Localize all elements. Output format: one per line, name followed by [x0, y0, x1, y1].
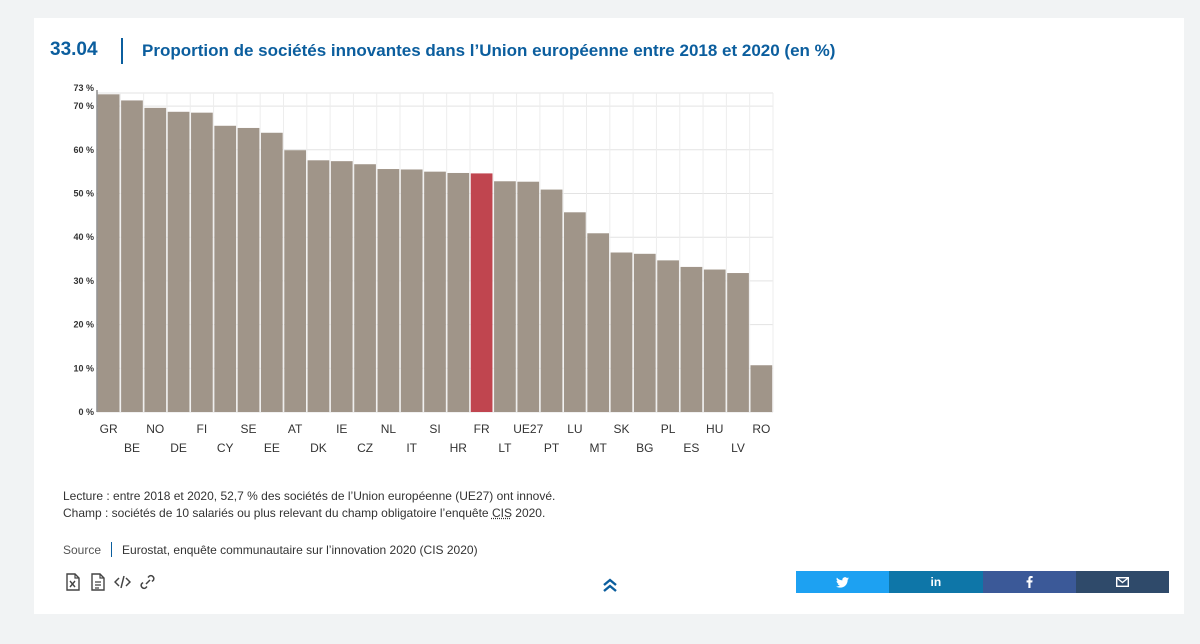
source-label: Source — [63, 542, 102, 557]
x-tick-label: BG — [636, 441, 653, 455]
bar-it — [400, 169, 423, 412]
x-tick-label: SK — [613, 422, 629, 436]
bar-cy — [214, 125, 237, 412]
x-tick-label: EE — [264, 441, 280, 455]
double-chevron-up-icon — [603, 578, 617, 592]
bar-gr — [97, 94, 120, 412]
x-tick-label: AT — [288, 422, 303, 436]
bar-ue27 — [517, 181, 540, 412]
x-tick-label: DE — [170, 441, 187, 455]
x-tick-label: SI — [429, 422, 440, 436]
bar-fi — [191, 112, 213, 413]
share-facebook-button[interactable] — [982, 571, 1076, 593]
link-icon[interactable] — [139, 573, 156, 591]
bar-no — [144, 107, 167, 412]
bar-cz — [354, 164, 376, 412]
linkedin-icon: in — [930, 575, 942, 589]
bar-be — [121, 100, 143, 412]
x-tick-label: PL — [661, 422, 676, 436]
x-tick-label: HU — [706, 422, 723, 436]
lecture-note: Lecture : entre 2018 et 2020, 52,7 % des… — [63, 489, 556, 503]
y-tick-label: 70 % — [73, 101, 94, 111]
bar-chart: 0 % 10 % 20 % 30 % 40 % 50 % 60 % 70 % 73 % GR BE N… — [73, 83, 774, 455]
x-tick-label: SE — [241, 422, 257, 436]
champ-note: Champ : sociétés de 10 salariés ou plus … — [63, 505, 555, 522]
y-tick-label: 20 % — [73, 320, 94, 330]
bar-ee — [260, 132, 283, 412]
x-tick-label: PT — [544, 441, 560, 455]
bar-lv — [727, 273, 749, 412]
x-tick-label: RO — [752, 422, 770, 436]
source-row: Source Eurostat, enquête communautaire s… — [63, 542, 478, 557]
x-tick-label: IT — [406, 441, 417, 455]
share-twitter-button[interactable] — [796, 571, 890, 593]
bar-fr — [470, 173, 493, 412]
champ-text: Champ : sociétés de 10 salariés ou plus … — [63, 506, 492, 520]
x-tick-label: MT — [590, 441, 608, 455]
x-tick-label: LU — [567, 422, 582, 436]
email-icon — [1115, 577, 1129, 587]
y-tick-label: 10 % — [73, 363, 94, 373]
chart-notes: Lecture : entre 2018 et 2020, 52,7 % des… — [63, 488, 555, 522]
bar-nl — [377, 169, 400, 412]
bar-ro — [750, 365, 773, 412]
bar-de — [167, 111, 190, 413]
x-tick-label: FR — [474, 422, 490, 436]
bar-pt — [540, 189, 563, 412]
y-tick-label: 60 % — [73, 145, 94, 155]
champ-suffix: 2020. — [511, 506, 546, 520]
x-tick-label: DK — [310, 441, 327, 455]
x-tick-label: NL — [381, 422, 397, 436]
bar-lt — [494, 181, 516, 412]
x-tick-label: UE27 — [513, 422, 543, 436]
x-tick-label: LT — [498, 441, 512, 455]
figure-card: 33.04 Proportion de sociétés innovantes … — [34, 18, 1184, 614]
x-tick-label: BE — [124, 441, 140, 455]
y-tick-label: 30 % — [73, 276, 94, 286]
bar-hu — [703, 269, 726, 412]
x-tick-label: NO — [146, 422, 164, 436]
cis-abbreviation: CIS — [491, 506, 512, 520]
y-tick-label: 73 % — [73, 83, 94, 93]
source-text: Eurostat, enquête communautaire sur l’in… — [122, 542, 478, 557]
bar-es — [680, 266, 703, 412]
bar-pl — [657, 260, 679, 412]
twitter-icon — [836, 576, 850, 588]
title-separator — [121, 38, 123, 64]
share-email-button[interactable] — [1075, 571, 1169, 593]
bar-mt — [587, 233, 610, 412]
x-tick-label: FI — [197, 422, 208, 436]
x-tick-label: ES — [683, 441, 699, 455]
document-download-icon[interactable] — [89, 573, 106, 591]
share-bar: in — [796, 571, 1169, 593]
download-tools — [64, 573, 156, 591]
source-separator — [111, 542, 113, 557]
x-tick-label: HR — [450, 441, 468, 455]
facebook-icon — [1026, 576, 1033, 588]
bar-hr — [447, 172, 470, 412]
bar-lu — [564, 212, 586, 412]
scroll-top-button[interactable] — [599, 574, 621, 596]
excel-download-icon[interactable] — [64, 573, 81, 591]
x-tick-label: GR — [100, 422, 118, 436]
bar-at — [284, 150, 306, 412]
bar-sk — [610, 252, 633, 412]
figure-number: 33.04 — [50, 39, 98, 60]
figure-title: Proportion de sociétés innovantes dans l… — [142, 41, 836, 60]
y-tick-label: 50 % — [73, 189, 94, 199]
x-tick-label: IE — [336, 422, 347, 436]
share-linkedin-button[interactable]: in — [889, 571, 983, 593]
bar-bg — [633, 253, 656, 412]
x-tick-label: CZ — [357, 441, 373, 455]
bar-si — [424, 171, 446, 412]
y-tick-label: 40 % — [73, 232, 94, 242]
x-tick-label: LV — [731, 441, 745, 455]
bar-ie — [330, 161, 353, 412]
bar-dk — [307, 160, 330, 412]
bar-se — [237, 127, 260, 413]
x-tick-label: CY — [217, 441, 234, 455]
y-tick-label: 0 % — [78, 407, 94, 417]
embed-code-icon[interactable] — [114, 573, 131, 591]
